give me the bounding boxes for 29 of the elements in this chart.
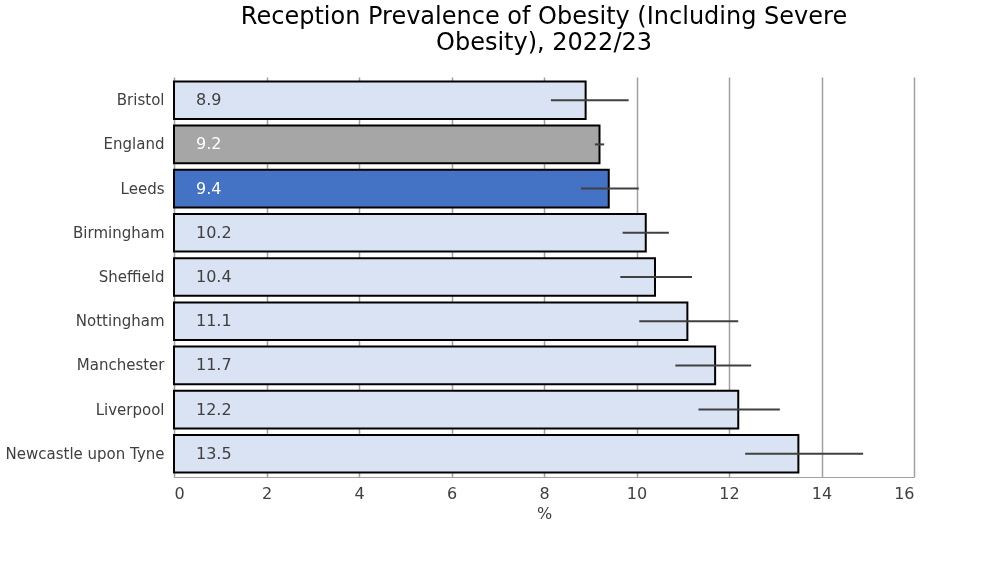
x-tick-label: 4 bbox=[354, 483, 365, 503]
data-label: 11.1 bbox=[196, 311, 232, 331]
y-tick-label: Sheffield bbox=[98, 268, 165, 286]
x-tick-label: 14 bbox=[811, 483, 833, 503]
x-tick-label: 0 bbox=[174, 483, 185, 503]
data-label: 9.2 bbox=[196, 134, 222, 154]
y-tick-label: Manchester bbox=[76, 356, 166, 375]
y-tick-label: Liverpool bbox=[95, 400, 165, 419]
data-label: 10.2 bbox=[196, 222, 232, 242]
x-tick-label: 12 bbox=[719, 483, 740, 503]
y-tick-label: Bristol bbox=[116, 91, 165, 110]
y-tick-label: Nottingham bbox=[75, 312, 165, 331]
x-axis-title: % bbox=[536, 503, 553, 523]
data-label: 13.5 bbox=[196, 443, 232, 463]
data-label: 10.4 bbox=[196, 267, 232, 286]
x-tick-label: 6 bbox=[446, 483, 458, 503]
x-tick-label: 8 bbox=[539, 483, 550, 503]
data-label: 8.9 bbox=[196, 90, 222, 110]
data-label: 12.2 bbox=[196, 399, 232, 419]
data-label: 11.7 bbox=[196, 355, 232, 375]
y-tick-label: Newcastle upon Tyne bbox=[5, 444, 165, 463]
x-tick-label: 16 bbox=[894, 483, 915, 503]
y-tick-label: Birmingham bbox=[73, 223, 165, 242]
chart-title: Reception Prevalence of Obesity (Including Severe Obesity), 2022/23 bbox=[240, 2, 848, 56]
x-tick-label: 2 bbox=[261, 483, 273, 503]
data-label: 9.4 bbox=[196, 178, 222, 198]
y-tick-label: Leeds bbox=[120, 179, 165, 198]
y-tick-label: England bbox=[103, 135, 165, 154]
x-tick-label: 10 bbox=[626, 483, 648, 503]
